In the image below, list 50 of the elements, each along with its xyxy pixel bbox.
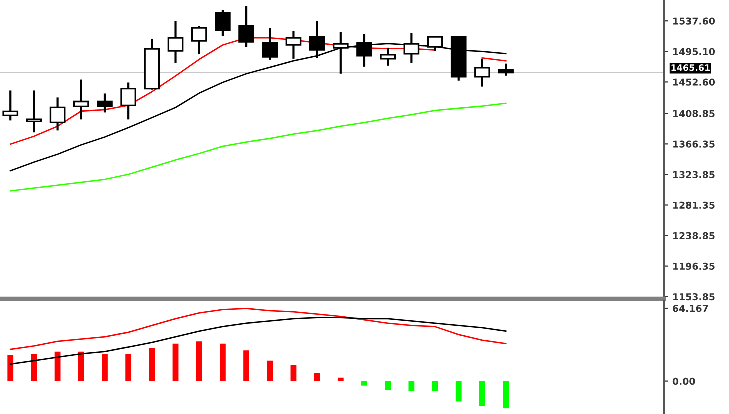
candlestick [238,6,254,48]
y-tick-label: 64.167 [673,305,708,312]
bar [78,352,84,382]
bar [126,354,132,382]
y-tick-label: 1153.85 [674,293,715,301]
bar [149,348,156,382]
y-tick-label: 1495.10 [674,48,716,56]
candlestick [380,48,396,66]
y-tick-label: 1452.60 [674,78,716,86]
bar [432,381,438,392]
y-tick-label: 1281.35 [674,202,715,209]
bar [244,350,250,382]
bar [314,373,320,382]
ref-line-label: 1465.61 [672,64,710,72]
line-series [10,102,507,192]
bar [172,344,179,382]
y-tick-label: 1196.35 [674,262,715,270]
bar [102,354,108,382]
bar [220,344,226,382]
candlestick [120,82,136,120]
y-tick-label: 1323.85 [674,171,715,178]
y-tick-label: 1238.85 [674,232,715,240]
candlestick [2,90,19,121]
bar [196,342,202,382]
line-series [10,317,507,365]
candlestick [26,90,42,133]
candlestick [191,26,208,54]
candlestick [215,10,231,36]
bar [290,365,297,382]
line-series [10,308,507,350]
y-tick-label: 1537.60 [674,18,716,25]
bar [8,355,14,382]
bar [362,381,368,386]
candlestick [168,21,184,63]
bar [456,381,462,402]
bar [480,381,486,406]
bar [385,381,392,390]
candlestick [50,98,66,131]
candlestick [498,64,514,76]
bar [338,378,344,382]
candlestick [474,58,490,87]
y-tick-label: 1366.35 [674,140,715,148]
candlestick [97,94,113,113]
y-tick-label: 1408.85 [674,110,715,118]
bar [408,381,415,392]
bar [267,360,274,382]
bar [503,381,509,409]
candlestick [73,80,90,120]
candlestick [262,28,278,60]
y-tick-label: 0.00 [672,378,696,386]
